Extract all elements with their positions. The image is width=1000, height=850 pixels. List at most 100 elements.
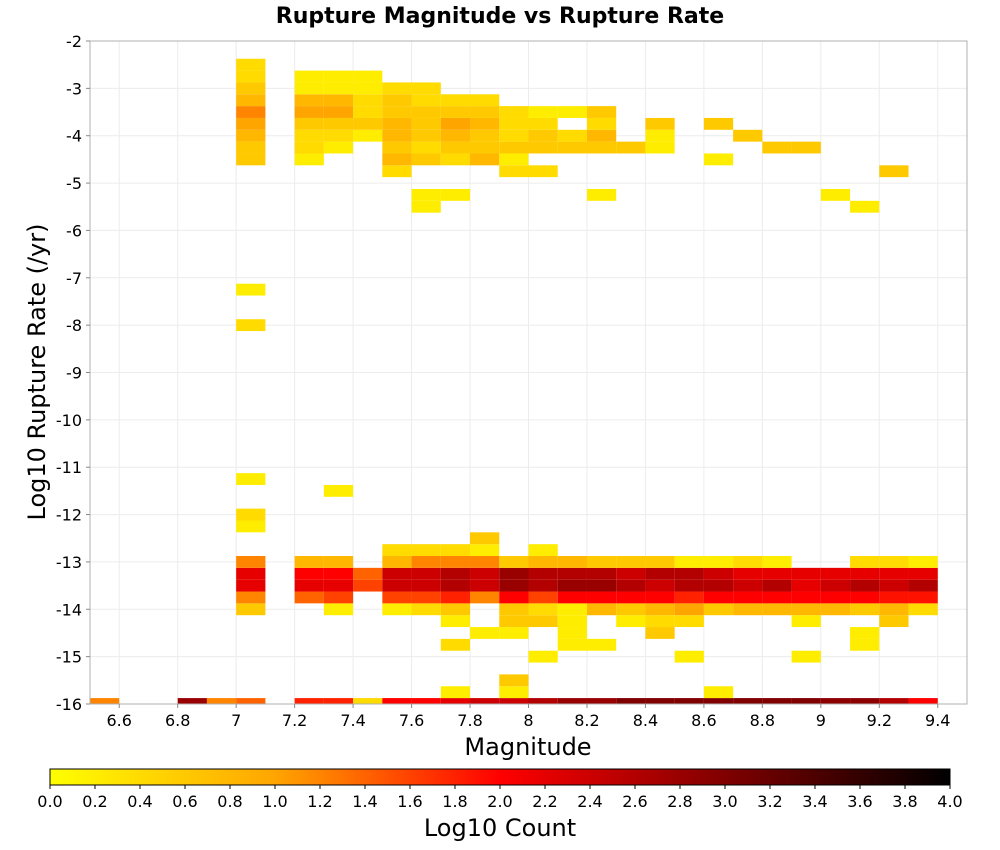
heatmap-cell (528, 579, 558, 592)
heatmap-cell (586, 638, 617, 651)
heatmap-cell (557, 141, 587, 154)
heatmap-cell (382, 603, 412, 616)
heatmap-cell (440, 579, 471, 592)
heatmap-cell (616, 698, 646, 704)
heatmap-cell (236, 556, 266, 568)
heatmap-cell (791, 603, 821, 616)
heatmap-cell (733, 698, 763, 704)
heatmap-cell (645, 129, 675, 142)
heatmap-cell (557, 603, 587, 616)
heatmap-cell (470, 544, 500, 557)
x-tick-label: 7.2 (282, 711, 307, 730)
x-tick-label: 9.2 (867, 711, 892, 730)
heatmap-cell (382, 544, 412, 557)
heatmap-cell (470, 579, 500, 592)
heatmap-cell (411, 579, 441, 592)
heatmap-cell (294, 106, 324, 118)
heatmap-cell (616, 567, 646, 580)
heatmap-cell (236, 591, 266, 604)
heatmap-cell (440, 686, 471, 699)
heatmap-cell (879, 567, 909, 580)
heatmap-cell (382, 153, 412, 166)
heatmap-cell (879, 165, 909, 178)
heatmap-cell (440, 544, 471, 557)
heatmap-cell (236, 117, 266, 130)
heatmap-cell (323, 591, 354, 604)
heatmap-cell (440, 141, 471, 154)
heatmap-cell (528, 165, 558, 178)
x-tick-label: 8.6 (691, 711, 716, 730)
heatmap-cell (674, 650, 704, 663)
heatmap-cell (294, 82, 324, 95)
heatmap-cell (411, 82, 441, 95)
heatmap-cell (616, 141, 646, 154)
heatmap-cell (879, 556, 909, 568)
heatmap-cell (294, 129, 324, 142)
heatmap-cell (470, 117, 500, 130)
heatmap-cell (236, 319, 266, 332)
heatmap-cell (294, 698, 324, 704)
heatmap-cell (645, 627, 675, 639)
heatmap-cell (411, 153, 441, 166)
x-tick-label: 7 (231, 711, 241, 730)
heatmap-cell (674, 603, 704, 616)
heatmap-cell (382, 117, 412, 130)
heatmap-cell (440, 129, 471, 142)
y-tick-label: -11 (56, 458, 82, 477)
heatmap-cell (557, 129, 587, 142)
x-tick-label: 7.6 (399, 711, 424, 730)
heatmap-cell (323, 579, 354, 592)
heatmap-cell (440, 615, 471, 628)
y-tick-label: -12 (56, 506, 82, 525)
heatmap-cell (323, 70, 354, 83)
heatmap-cell (411, 698, 441, 704)
colorbar-tick-label: 2.6 (622, 792, 647, 811)
heatmap-cell (762, 579, 792, 592)
heatmap-cell (236, 698, 266, 704)
heatmap-cell (762, 603, 792, 616)
heatmap-cell (236, 106, 266, 118)
heatmap-cell (499, 627, 529, 639)
heatmap-cell (440, 603, 471, 616)
heatmap-cell (411, 117, 441, 130)
heatmap-cell (411, 141, 441, 154)
heatmap-cell (674, 579, 704, 592)
x-axis-ticks: 6.6 6.8 7 7.2 7.4 7.6 7.8 8 8.2 8.4 8.6 8.8 9 9.2 9.4 (107, 704, 950, 730)
y-axis-label: Log10 Rupture Rate (/yr) (23, 224, 51, 521)
colorbar-tick-label: 2.4 (577, 792, 602, 811)
heatmap-cell (323, 117, 354, 130)
heatmap-cell (557, 106, 587, 118)
heatmap-cell (236, 520, 266, 533)
heatmap-cell (353, 579, 383, 592)
heatmap-cell (703, 603, 734, 616)
heatmap-cell (411, 188, 441, 201)
heatmap-cell (382, 591, 412, 604)
colorbar-tick-label: 1.8 (442, 792, 467, 811)
y-tick-label: -6 (66, 221, 82, 240)
heatmap-cell (850, 579, 880, 592)
heatmap-cell (528, 129, 558, 142)
heatmap-cell (411, 567, 441, 580)
heatmap-cell (499, 567, 529, 580)
heatmap-cell (879, 579, 909, 592)
heatmap-cell (879, 591, 909, 604)
heatmap-cell (411, 129, 441, 142)
heatmap-cell (850, 638, 880, 651)
heatmap-cell (382, 129, 412, 142)
heatmap-cell (820, 188, 851, 201)
heatmap-cell (411, 200, 441, 213)
heatmap-cell (703, 698, 734, 704)
heatmap-cell (323, 567, 354, 580)
x-tick-label: 6.8 (165, 711, 190, 730)
heatmap-cell (557, 567, 587, 580)
x-tick-label: 6.6 (107, 711, 132, 730)
heatmap-cell (323, 94, 354, 107)
heatmap-cell (616, 591, 646, 604)
colorbar-tick-label: 3.0 (712, 792, 737, 811)
heatmap-cell (499, 165, 529, 178)
x-tick-label: 7.4 (340, 711, 365, 730)
y-tick-label: -4 (66, 127, 82, 146)
colorbar-tick-label: 2.2 (532, 792, 557, 811)
heatmap-cell (499, 674, 529, 687)
heatmap-cell (499, 615, 529, 628)
